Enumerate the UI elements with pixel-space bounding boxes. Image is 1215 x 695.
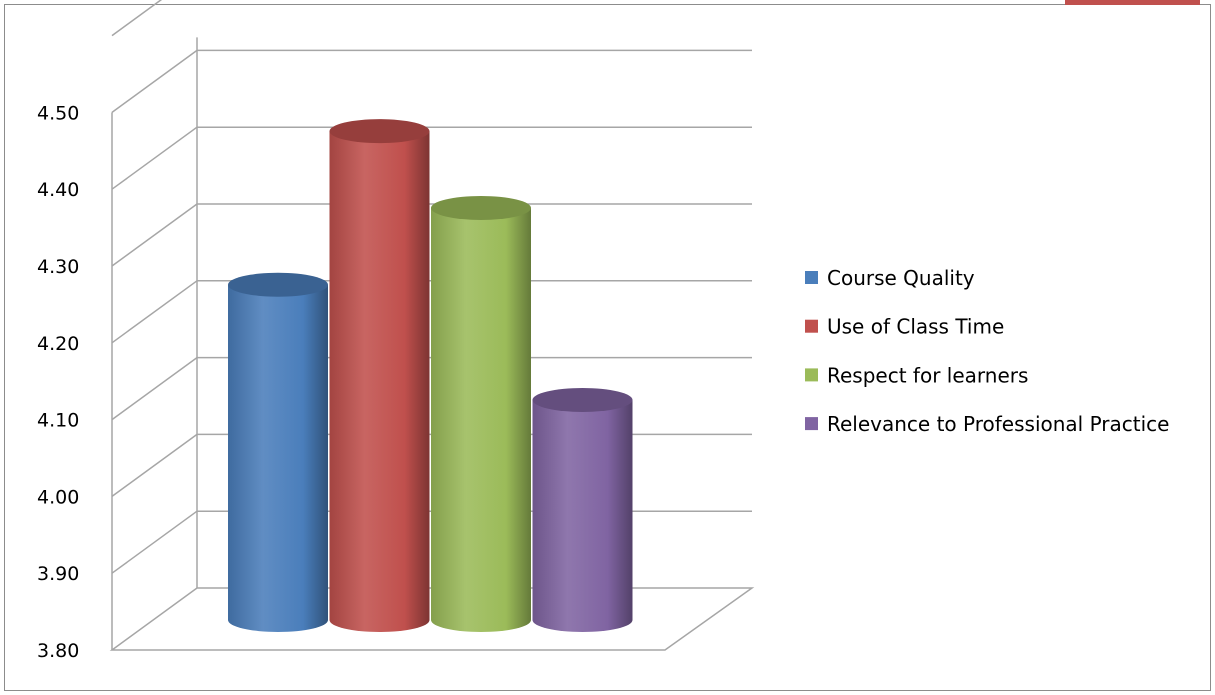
legend-item: Use of Class Time bbox=[805, 315, 1004, 339]
y-tick-label: 4.00 bbox=[37, 486, 79, 508]
legend-item: Relevance to Professional Practice bbox=[805, 412, 1169, 436]
y-tick-label: 4.30 bbox=[37, 256, 79, 278]
bar-respect-for-learners bbox=[431, 195, 531, 632]
bar-body bbox=[431, 207, 531, 632]
gridline-diagonal bbox=[111, 203, 198, 267]
legend-swatch bbox=[805, 368, 818, 382]
legend-swatch bbox=[805, 319, 818, 333]
gridline-diagonal bbox=[111, 126, 198, 190]
y-tick-label: 3.80 bbox=[37, 640, 79, 662]
chart-floor bbox=[109, 587, 755, 651]
gridline-diagonal bbox=[111, 433, 198, 498]
bar-body bbox=[228, 284, 328, 632]
legend-label: Use of Class Time bbox=[827, 315, 1004, 339]
bar-course-quality bbox=[228, 272, 328, 632]
gridline-diagonal bbox=[111, 0, 163, 37]
y-tick-label: 4.10 bbox=[37, 410, 79, 432]
bar-top bbox=[228, 272, 328, 297]
bar-top bbox=[329, 119, 430, 144]
bar-relevance-to-professional-practice bbox=[532, 387, 633, 632]
y-tick-label: 3.90 bbox=[37, 563, 79, 585]
legend-label: Relevance to Professional Practice bbox=[827, 412, 1169, 436]
bar-top bbox=[532, 387, 633, 412]
corner-accent bbox=[1065, 0, 1200, 5]
y-tick-label: 4.20 bbox=[37, 333, 79, 355]
bar-use-of-class-time bbox=[329, 119, 430, 632]
bar-body bbox=[329, 131, 430, 632]
bar-body bbox=[532, 399, 633, 632]
gridline-diagonal bbox=[111, 49, 198, 114]
gridline-diagonal bbox=[111, 280, 198, 344]
y-tick-label: 4.40 bbox=[37, 179, 79, 201]
legend: Course Quality Use of Class Time Respect f… bbox=[805, 266, 1169, 436]
bars bbox=[228, 119, 633, 632]
legend-label: Respect for learners bbox=[827, 363, 1028, 387]
gridline-diagonal bbox=[111, 510, 198, 574]
legend-label: Course Quality bbox=[827, 266, 975, 290]
bar-top bbox=[431, 195, 531, 220]
legend-swatch bbox=[805, 417, 818, 431]
y-tick-label: 4.50 bbox=[37, 102, 79, 124]
y-axis-tick-labels: 3.80 3.90 4.00 4.10 4.20 4.30 4.40 4.50 bbox=[37, 102, 79, 662]
legend-item: Respect for learners bbox=[805, 363, 1028, 387]
legend-item: Course Quality bbox=[805, 266, 975, 290]
chart-walls bbox=[111, 37, 198, 650]
gridline-diagonal bbox=[111, 356, 198, 421]
floor-outline bbox=[109, 587, 755, 651]
legend-swatch bbox=[805, 271, 818, 284]
